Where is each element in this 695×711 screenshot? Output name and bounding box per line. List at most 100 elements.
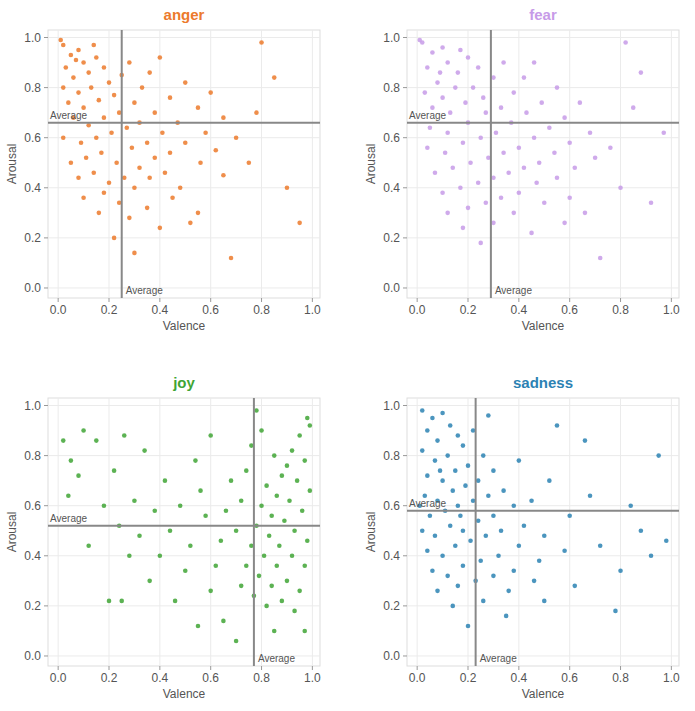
point bbox=[269, 513, 274, 518]
point bbox=[302, 629, 307, 634]
grid-line bbox=[261, 398, 262, 666]
tick-label: 0.0 bbox=[24, 281, 41, 295]
grid-line bbox=[48, 237, 320, 238]
point bbox=[140, 85, 145, 90]
point bbox=[484, 201, 489, 206]
point bbox=[130, 145, 135, 150]
point bbox=[69, 458, 74, 463]
grid-line bbox=[48, 187, 320, 188]
tick-label: 0.8 bbox=[24, 449, 41, 463]
grid-line bbox=[210, 30, 211, 298]
average-line bbox=[48, 122, 320, 124]
point bbox=[234, 639, 239, 644]
point bbox=[567, 140, 572, 145]
point bbox=[435, 80, 440, 85]
point bbox=[173, 599, 178, 604]
point bbox=[499, 105, 504, 110]
point bbox=[66, 493, 71, 498]
point bbox=[435, 589, 440, 594]
point bbox=[208, 433, 213, 438]
grid-line bbox=[48, 137, 320, 138]
point bbox=[107, 180, 112, 185]
point bbox=[221, 619, 226, 624]
average-line bbox=[475, 398, 477, 666]
point bbox=[517, 543, 522, 548]
tick-mark bbox=[109, 666, 110, 670]
point bbox=[188, 221, 193, 226]
point bbox=[450, 604, 455, 609]
point bbox=[511, 503, 516, 508]
y-axis-label: Arousal bbox=[364, 512, 378, 553]
point bbox=[193, 458, 198, 463]
point bbox=[102, 191, 107, 196]
point bbox=[458, 48, 463, 53]
point bbox=[537, 160, 542, 165]
point bbox=[430, 416, 435, 421]
grid-line bbox=[407, 555, 679, 556]
grid-line bbox=[417, 398, 418, 666]
tick-mark bbox=[44, 655, 48, 656]
grid-line bbox=[407, 237, 679, 238]
point bbox=[478, 135, 483, 140]
chart-title: joy bbox=[172, 374, 195, 391]
y-axis-label: Arousal bbox=[5, 144, 19, 185]
tick-label: 0.2 bbox=[101, 303, 118, 317]
point bbox=[76, 90, 81, 95]
point bbox=[445, 60, 450, 65]
tick-mark bbox=[403, 187, 407, 188]
point bbox=[501, 150, 506, 155]
tick-label: 0.0 bbox=[50, 303, 67, 317]
point bbox=[97, 211, 102, 216]
point bbox=[461, 140, 466, 145]
point bbox=[466, 206, 471, 211]
point bbox=[422, 90, 427, 95]
point bbox=[229, 478, 234, 483]
tick-mark bbox=[403, 137, 407, 138]
point bbox=[280, 473, 285, 478]
point bbox=[562, 115, 567, 120]
point bbox=[76, 48, 81, 53]
tick-mark bbox=[468, 298, 469, 302]
tick-mark bbox=[44, 555, 48, 556]
point bbox=[618, 569, 623, 574]
point bbox=[272, 75, 277, 80]
point bbox=[277, 543, 282, 548]
point bbox=[542, 599, 547, 604]
point bbox=[506, 170, 511, 175]
point bbox=[443, 150, 448, 155]
point bbox=[290, 553, 295, 558]
point bbox=[631, 105, 636, 110]
point bbox=[468, 538, 473, 543]
tick-mark bbox=[671, 298, 672, 302]
point bbox=[285, 463, 290, 468]
data-layer bbox=[407, 398, 679, 666]
point bbox=[438, 70, 443, 75]
point bbox=[61, 85, 66, 90]
tick-mark bbox=[620, 298, 621, 302]
grid-line bbox=[48, 505, 320, 506]
tick-label: 1.0 bbox=[383, 31, 400, 45]
point bbox=[466, 463, 471, 468]
point bbox=[430, 50, 435, 55]
grid-line bbox=[518, 30, 519, 298]
point bbox=[555, 423, 560, 428]
point bbox=[300, 508, 305, 513]
point bbox=[453, 85, 458, 90]
point bbox=[433, 533, 438, 538]
tick-label: 1.0 bbox=[24, 399, 41, 413]
point bbox=[450, 165, 455, 170]
annotation: Average bbox=[409, 498, 447, 509]
average-line bbox=[490, 30, 492, 298]
tick-mark bbox=[210, 298, 211, 302]
tick-label: 1.0 bbox=[663, 303, 680, 317]
point bbox=[142, 448, 147, 453]
tick-mark bbox=[44, 87, 48, 88]
grid-line bbox=[407, 405, 679, 406]
point bbox=[542, 533, 547, 538]
tick-mark bbox=[403, 555, 407, 556]
tick-mark bbox=[159, 666, 160, 670]
tick-label: 0.0 bbox=[383, 649, 400, 663]
point bbox=[639, 528, 644, 533]
y-axis-label: Arousal bbox=[364, 144, 378, 185]
point bbox=[547, 478, 552, 483]
